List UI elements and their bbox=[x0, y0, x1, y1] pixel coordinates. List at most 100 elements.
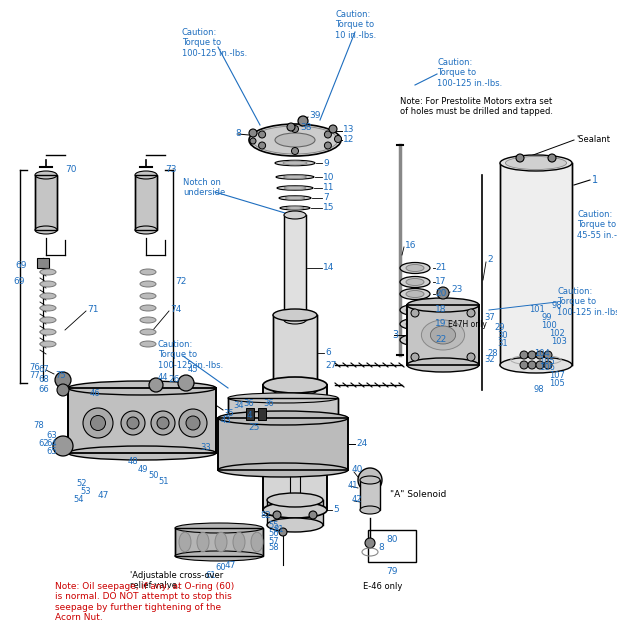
Text: E-46 only: E-46 only bbox=[363, 582, 402, 591]
Circle shape bbox=[520, 351, 528, 359]
Text: 48: 48 bbox=[128, 457, 139, 466]
Bar bbox=[35, 175, 57, 230]
Ellipse shape bbox=[360, 476, 380, 484]
Ellipse shape bbox=[35, 171, 57, 179]
Bar bbox=[284, 215, 306, 320]
Text: E47H only: E47H only bbox=[448, 320, 487, 329]
Ellipse shape bbox=[263, 377, 327, 393]
Ellipse shape bbox=[140, 305, 156, 311]
Ellipse shape bbox=[68, 381, 216, 395]
Text: 11: 11 bbox=[323, 183, 334, 193]
Ellipse shape bbox=[140, 281, 156, 287]
Text: 15: 15 bbox=[323, 203, 334, 212]
Circle shape bbox=[334, 135, 341, 142]
Ellipse shape bbox=[406, 307, 424, 314]
Ellipse shape bbox=[406, 265, 424, 272]
Bar bbox=[37, 258, 49, 268]
Text: Caution:
Torque to
100-125 in.-lbs.: Caution: Torque to 100-125 in.-lbs. bbox=[437, 58, 502, 88]
Text: 39: 39 bbox=[309, 110, 320, 120]
Text: 'Sealant: 'Sealant bbox=[576, 135, 610, 144]
Ellipse shape bbox=[406, 278, 424, 285]
Text: 66: 66 bbox=[38, 386, 49, 394]
Circle shape bbox=[121, 411, 145, 435]
Text: 14: 14 bbox=[323, 263, 334, 272]
Ellipse shape bbox=[263, 502, 327, 518]
Text: Notch on
underside: Notch on underside bbox=[183, 178, 225, 197]
Ellipse shape bbox=[400, 263, 430, 273]
Ellipse shape bbox=[40, 329, 56, 335]
Ellipse shape bbox=[228, 413, 338, 423]
Ellipse shape bbox=[175, 551, 263, 561]
Circle shape bbox=[91, 416, 106, 430]
Ellipse shape bbox=[275, 160, 315, 166]
Text: 105: 105 bbox=[539, 357, 555, 365]
Ellipse shape bbox=[406, 336, 424, 343]
Ellipse shape bbox=[500, 357, 572, 373]
Text: 69: 69 bbox=[15, 260, 27, 270]
Circle shape bbox=[250, 138, 256, 144]
Circle shape bbox=[520, 361, 528, 369]
Text: 37: 37 bbox=[484, 312, 495, 321]
Text: 60: 60 bbox=[215, 563, 226, 573]
Ellipse shape bbox=[400, 304, 430, 316]
Ellipse shape bbox=[68, 446, 216, 460]
Text: 71: 71 bbox=[87, 306, 99, 314]
Text: 52: 52 bbox=[76, 479, 86, 488]
Circle shape bbox=[411, 353, 419, 361]
Ellipse shape bbox=[40, 281, 56, 287]
Bar bbox=[218, 418, 348, 470]
Bar bbox=[175, 528, 263, 556]
Text: 104: 104 bbox=[534, 348, 550, 357]
Ellipse shape bbox=[406, 290, 424, 297]
Ellipse shape bbox=[277, 186, 313, 190]
Circle shape bbox=[55, 372, 71, 388]
Text: 17: 17 bbox=[435, 277, 447, 287]
Bar bbox=[500, 163, 572, 365]
Text: 13: 13 bbox=[343, 125, 355, 134]
Ellipse shape bbox=[197, 532, 209, 552]
Circle shape bbox=[279, 528, 287, 536]
Circle shape bbox=[298, 116, 308, 126]
Circle shape bbox=[273, 511, 281, 519]
Ellipse shape bbox=[280, 206, 310, 210]
Text: 36: 36 bbox=[243, 399, 254, 408]
Text: 79: 79 bbox=[386, 568, 398, 576]
Ellipse shape bbox=[140, 269, 156, 275]
Bar bbox=[360, 480, 380, 510]
Bar bbox=[135, 175, 157, 230]
Text: 29: 29 bbox=[494, 323, 505, 331]
Text: 76: 76 bbox=[29, 364, 39, 372]
Circle shape bbox=[411, 309, 419, 317]
Text: 40: 40 bbox=[352, 466, 363, 474]
Ellipse shape bbox=[360, 506, 380, 514]
Text: 44: 44 bbox=[158, 374, 168, 382]
Bar bbox=[273, 315, 317, 390]
Text: 35: 35 bbox=[223, 408, 234, 418]
Bar bbox=[218, 418, 348, 470]
Text: 57: 57 bbox=[268, 537, 279, 546]
Text: 73: 73 bbox=[165, 166, 176, 175]
Text: 98: 98 bbox=[534, 386, 545, 394]
Ellipse shape bbox=[251, 532, 263, 552]
Text: 107: 107 bbox=[549, 370, 565, 379]
Ellipse shape bbox=[140, 293, 156, 299]
Bar bbox=[228, 398, 338, 418]
Text: 41: 41 bbox=[348, 481, 358, 490]
Ellipse shape bbox=[421, 320, 465, 350]
Text: 42: 42 bbox=[352, 496, 363, 505]
Ellipse shape bbox=[273, 384, 317, 396]
Ellipse shape bbox=[286, 207, 304, 209]
Circle shape bbox=[149, 378, 163, 392]
Text: 47: 47 bbox=[225, 561, 236, 571]
Ellipse shape bbox=[407, 358, 479, 372]
Ellipse shape bbox=[175, 523, 263, 533]
Text: Caution:
Torque to
100-125 in.-lbs.: Caution: Torque to 100-125 in.-lbs. bbox=[557, 287, 617, 317]
Circle shape bbox=[291, 147, 299, 154]
Text: 1: 1 bbox=[592, 175, 598, 185]
Text: 70: 70 bbox=[65, 166, 77, 175]
Circle shape bbox=[57, 384, 69, 396]
Circle shape bbox=[325, 131, 331, 138]
Text: Caution:
Torque to
100-125 in.-lbs.: Caution: Torque to 100-125 in.-lbs. bbox=[182, 28, 247, 58]
Circle shape bbox=[544, 351, 552, 359]
Circle shape bbox=[548, 154, 556, 162]
